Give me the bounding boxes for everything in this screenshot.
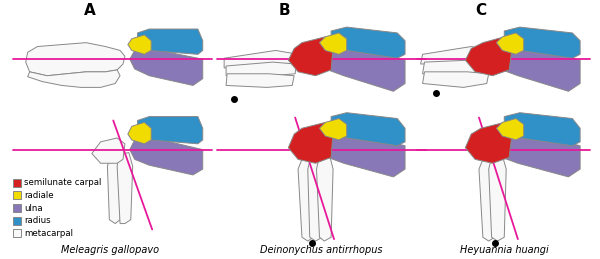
Polygon shape <box>496 33 524 54</box>
Polygon shape <box>331 113 405 146</box>
Text: Deinonychus antirrhopus: Deinonychus antirrhopus <box>260 245 383 255</box>
Polygon shape <box>504 27 580 58</box>
FancyBboxPatch shape <box>13 179 21 186</box>
Polygon shape <box>128 123 151 144</box>
Polygon shape <box>130 137 203 175</box>
Polygon shape <box>298 157 316 241</box>
FancyBboxPatch shape <box>13 229 21 237</box>
Polygon shape <box>319 33 347 54</box>
Polygon shape <box>117 153 133 224</box>
Polygon shape <box>317 154 333 241</box>
Text: B: B <box>278 3 290 18</box>
Polygon shape <box>422 60 491 74</box>
Text: A: A <box>84 3 96 18</box>
Polygon shape <box>226 62 296 76</box>
Polygon shape <box>226 74 294 87</box>
Polygon shape <box>488 155 506 241</box>
Polygon shape <box>491 45 580 91</box>
Polygon shape <box>317 130 405 177</box>
Text: semilunate carpal: semilunate carpal <box>24 178 101 187</box>
Polygon shape <box>130 48 203 85</box>
Polygon shape <box>319 119 347 140</box>
Polygon shape <box>128 35 151 54</box>
Polygon shape <box>466 37 512 76</box>
Polygon shape <box>224 51 298 68</box>
FancyBboxPatch shape <box>13 204 21 212</box>
Polygon shape <box>28 70 120 87</box>
Polygon shape <box>317 45 405 91</box>
Polygon shape <box>479 157 496 241</box>
Polygon shape <box>496 119 524 140</box>
Text: radiale: radiale <box>24 191 53 200</box>
Text: Heyuannia huangi: Heyuannia huangi <box>460 245 548 255</box>
Polygon shape <box>422 72 488 87</box>
Text: metacarpal: metacarpal <box>24 229 73 238</box>
Polygon shape <box>331 27 405 58</box>
Polygon shape <box>26 43 125 76</box>
Polygon shape <box>92 138 125 163</box>
Polygon shape <box>137 29 203 54</box>
FancyBboxPatch shape <box>13 191 21 199</box>
Polygon shape <box>308 155 325 241</box>
Polygon shape <box>491 130 580 177</box>
Polygon shape <box>289 37 333 76</box>
Polygon shape <box>466 123 512 163</box>
Text: Meleagris gallopavo: Meleagris gallopavo <box>61 245 160 255</box>
Polygon shape <box>137 117 203 144</box>
Text: ulna: ulna <box>24 204 43 212</box>
Polygon shape <box>421 47 493 64</box>
Polygon shape <box>107 155 123 224</box>
Text: C: C <box>475 3 486 18</box>
Polygon shape <box>504 113 580 146</box>
FancyBboxPatch shape <box>13 217 21 225</box>
Text: radius: radius <box>24 216 50 225</box>
Polygon shape <box>289 123 333 163</box>
